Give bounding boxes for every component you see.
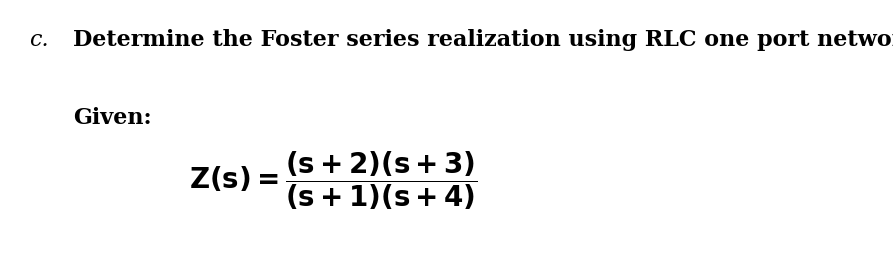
Text: Determine the Foster series realization using RLC one port network: Determine the Foster series realization … (73, 29, 893, 51)
Text: $\mathbf{Z(s) = \dfrac{(s+2)(s+3)}{(s+1)(s+4)}}$: $\mathbf{Z(s) = \dfrac{(s+2)(s+3)}{(s+1)… (189, 150, 478, 212)
Text: c.: c. (29, 29, 49, 51)
Text: Given:: Given: (73, 107, 152, 129)
